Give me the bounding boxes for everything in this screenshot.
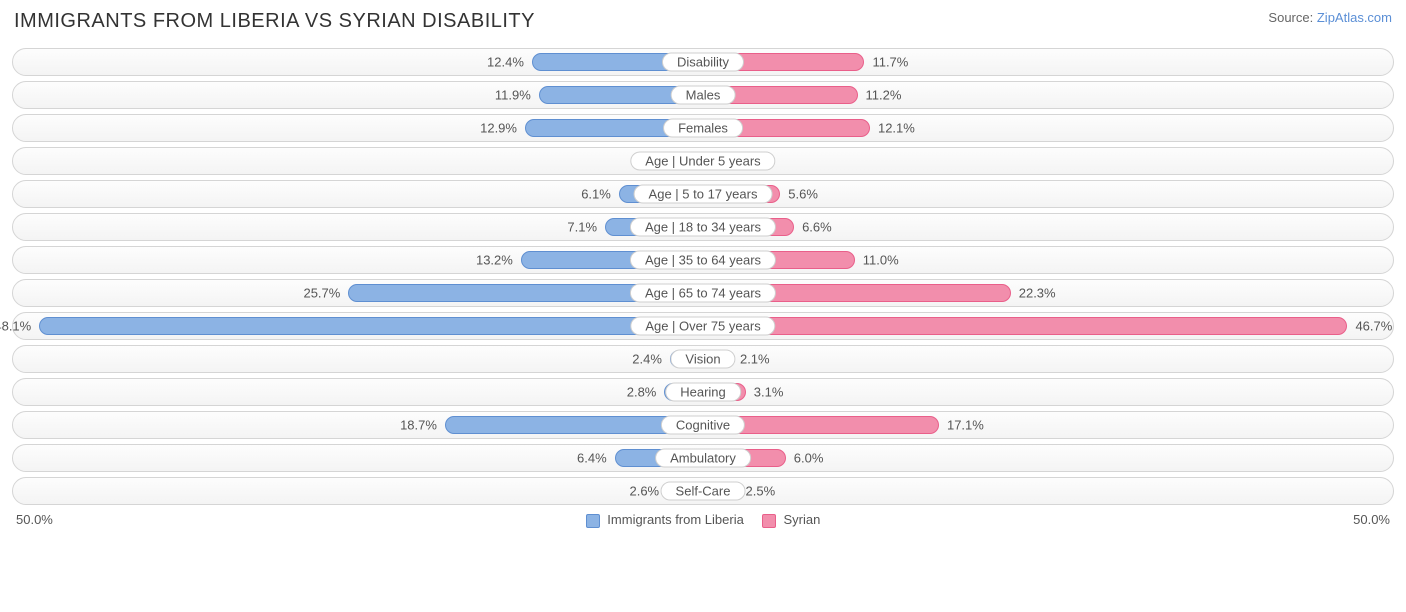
bar-right — [703, 317, 1347, 335]
value-left: 6.4% — [577, 451, 607, 466]
chart-legend: Immigrants from Liberia Syrian — [586, 512, 821, 528]
chart-row: 2.4% 2.1% Vision — [12, 345, 1394, 373]
legend-item-right: Syrian — [762, 512, 820, 528]
legend-item-left: Immigrants from Liberia — [586, 512, 744, 528]
category-label: Self-Care — [661, 482, 746, 501]
category-label: Hearing — [665, 383, 741, 402]
chart-row: 48.1%46.7%Age | Over 75 years — [12, 312, 1394, 340]
bar-left — [39, 317, 703, 335]
chart-row: 12.4% 11.7% Disability — [12, 48, 1394, 76]
chart-row: 11.9% 11.2% Males — [12, 81, 1394, 109]
source-attribution: Source: ZipAtlas.com — [1268, 10, 1392, 25]
value-right: 5.6% — [788, 187, 818, 202]
value-left: 12.9% — [480, 121, 517, 136]
axis-left-max: 50.0% — [16, 512, 53, 527]
value-left: 7.1% — [567, 220, 597, 235]
value-right: 46.7% — [1355, 319, 1392, 334]
category-label: Cognitive — [661, 416, 745, 435]
legend-swatch-blue — [586, 514, 600, 528]
chart-row: 2.6% 2.5%Self-Care — [12, 477, 1394, 505]
category-label: Disability — [662, 53, 744, 72]
chart-row: 6.1% 5.6% Age | 5 to 17 years — [12, 180, 1394, 208]
category-label: Age | Over 75 years — [630, 317, 775, 336]
chart-row: 13.2% 11.0% Age | 35 to 64 years — [12, 246, 1394, 274]
value-left: 13.2% — [476, 253, 513, 268]
value-left: 18.7% — [400, 418, 437, 433]
value-left: 25.7% — [303, 286, 340, 301]
value-left: 2.8% — [627, 385, 657, 400]
value-right: 3.1% — [754, 385, 784, 400]
value-right: 11.7% — [872, 55, 908, 70]
page-title: IMMIGRANTS FROM LIBERIA VS SYRIAN DISABI… — [14, 10, 535, 33]
value-right: 2.5% — [746, 484, 776, 499]
value-right: 22.3% — [1019, 286, 1056, 301]
value-right: 17.1% — [947, 418, 984, 433]
category-label: Males — [671, 86, 736, 105]
value-right: 12.1% — [878, 121, 915, 136]
chart-row: 12.9% 12.1% Females — [12, 114, 1394, 142]
chart-row: 7.1% 6.6% Age | 18 to 34 years — [12, 213, 1394, 241]
source-link[interactable]: ZipAtlas.com — [1317, 10, 1392, 25]
value-right: 11.2% — [866, 88, 902, 103]
category-label: Age | 65 to 74 years — [630, 284, 776, 303]
value-right: 2.1% — [740, 352, 770, 367]
value-left: 12.4% — [487, 55, 524, 70]
value-right: 6.0% — [794, 451, 824, 466]
chart-row: 18.7% 17.1% Cognitive — [12, 411, 1394, 439]
legend-label-left: Immigrants from Liberia — [607, 512, 744, 527]
value-left: 2.4% — [632, 352, 662, 367]
category-label: Age | Under 5 years — [630, 152, 775, 171]
category-label: Age | 35 to 64 years — [630, 251, 776, 270]
chart-row: 6.4% 6.0% Ambulatory — [12, 444, 1394, 472]
legend-swatch-pink — [762, 514, 776, 528]
value-left: 48.1% — [0, 319, 31, 334]
category-label: Ambulatory — [655, 449, 751, 468]
category-label: Age | 5 to 17 years — [634, 185, 773, 204]
chart-row: 25.7% 22.3% Age | 65 to 74 years — [12, 279, 1394, 307]
value-right: 11.0% — [863, 253, 899, 268]
source-label: Source: — [1268, 10, 1313, 25]
category-label: Vision — [670, 350, 735, 369]
chart-row: 1.4%1.3%Age | Under 5 years — [12, 147, 1394, 175]
legend-label-right: Syrian — [783, 512, 820, 527]
value-left: 2.6% — [629, 484, 659, 499]
category-label: Females — [663, 119, 743, 138]
axis-right-max: 50.0% — [1353, 512, 1390, 527]
value-left: 6.1% — [581, 187, 611, 202]
chart-row: 2.8% 3.1% Hearing — [12, 378, 1394, 406]
value-left: 11.9% — [495, 88, 531, 103]
value-right: 6.6% — [802, 220, 832, 235]
category-label: Age | 18 to 34 years — [630, 218, 776, 237]
diverging-bar-chart: 12.4% 11.7% Disability 11.9% 11.2% Males 12.9%… — [12, 39, 1394, 505]
